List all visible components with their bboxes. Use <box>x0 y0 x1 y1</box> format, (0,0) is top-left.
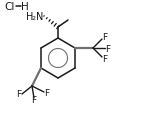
Text: F: F <box>44 89 49 98</box>
Text: F: F <box>31 96 37 105</box>
Text: F: F <box>102 33 107 42</box>
Text: N: N <box>36 12 43 22</box>
Text: F: F <box>16 90 21 99</box>
Text: F: F <box>102 55 107 64</box>
Text: Cl: Cl <box>4 2 14 12</box>
Text: 2: 2 <box>32 16 36 21</box>
Text: H: H <box>21 2 29 12</box>
Text: F: F <box>105 44 110 53</box>
Text: H: H <box>26 12 33 22</box>
